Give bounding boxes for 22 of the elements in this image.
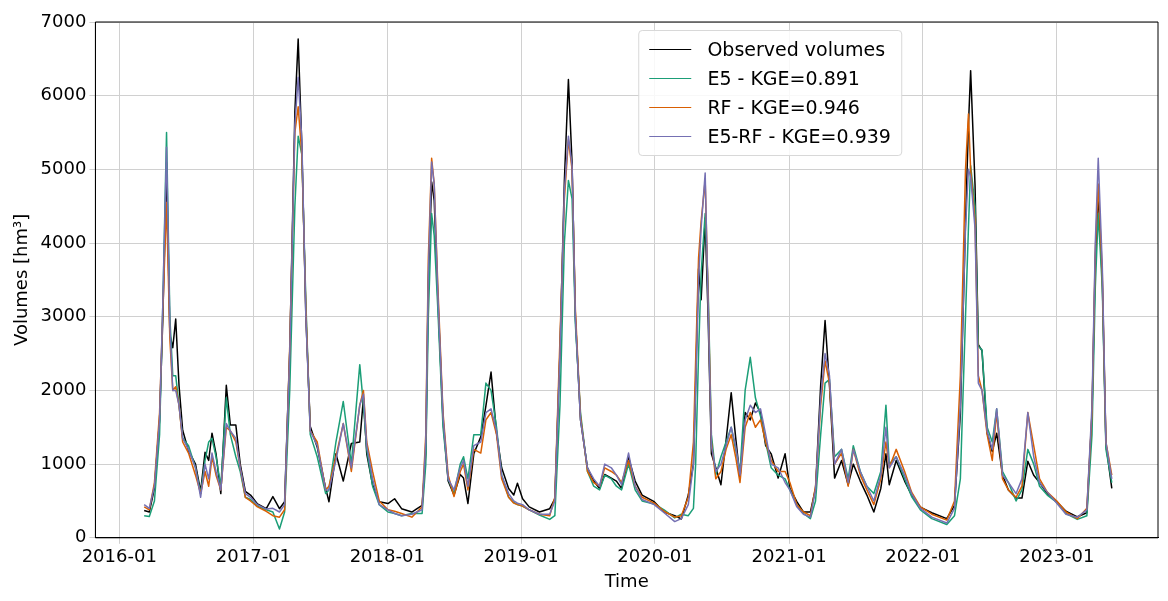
legend-label: RF - KGE=0.946 — [707, 95, 860, 120]
x-tick-label: 2017-01 — [215, 545, 292, 567]
x-axis-title: Time — [603, 569, 649, 591]
y-tick-label: 1000 — [40, 451, 87, 473]
legend-label: E5-RF - KGE=0.939 — [707, 124, 891, 149]
x-tick-label: 2023-01 — [1019, 545, 1095, 567]
y-tick-label: 5000 — [40, 157, 87, 179]
y-tick-label: 2000 — [40, 378, 87, 400]
x-tick-label: 2019-01 — [483, 545, 559, 567]
y-axis-title: Volumes [hm³] — [10, 213, 32, 347]
legend-label: E5 - KGE=0.891 — [707, 66, 860, 91]
x-tick-label: 2022-01 — [885, 545, 961, 567]
y-tick-label: 4000 — [40, 230, 87, 252]
y-tick-label: 6000 — [40, 83, 87, 105]
y-tick-label: 0 — [74, 525, 87, 547]
x-tick-label: 2016-01 — [81, 545, 157, 567]
x-tick-label: 2020-01 — [617, 545, 693, 567]
x-tick-label: 2018-01 — [349, 545, 425, 567]
y-tick-label: 3000 — [40, 304, 87, 326]
legend-label: Observed volumes — [707, 37, 886, 62]
x-tick-label: 2021-01 — [751, 545, 827, 567]
y-tick-label: 7000 — [40, 9, 87, 31]
